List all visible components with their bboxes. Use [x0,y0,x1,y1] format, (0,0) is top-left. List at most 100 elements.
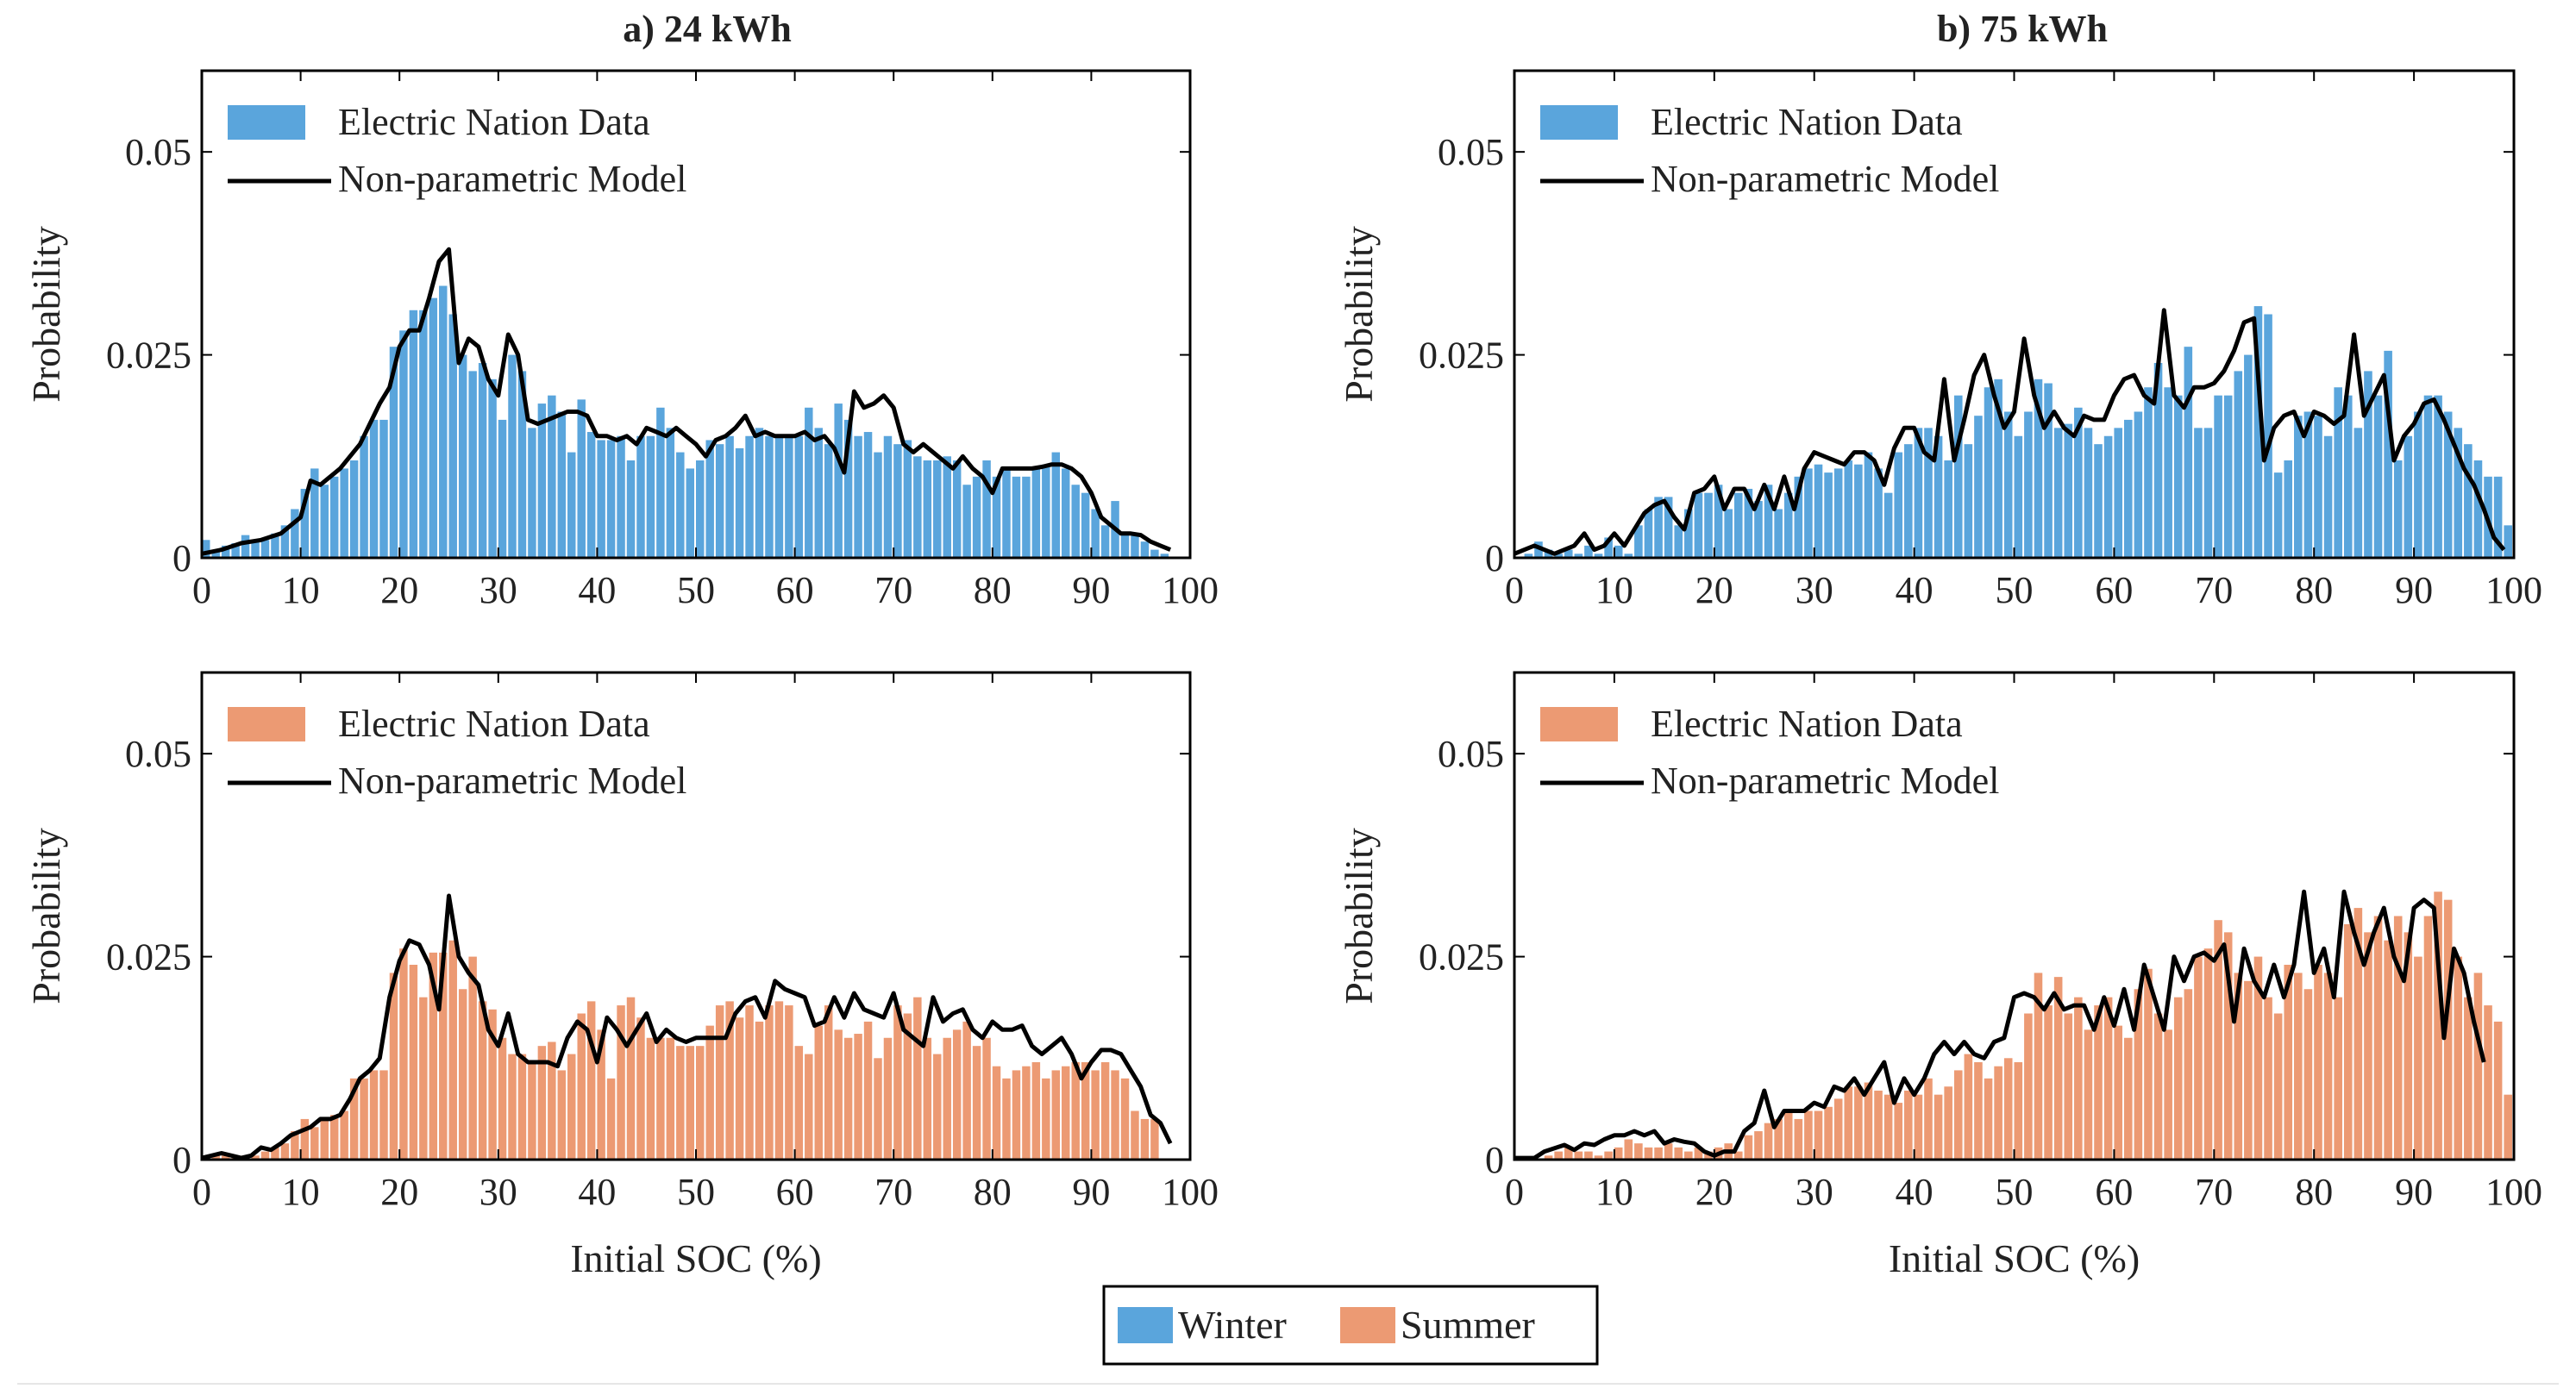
y-axis-label: Probability [24,226,68,402]
bar [715,1005,724,1160]
bar [1764,485,1773,558]
legend-label: Non-parametric Model [338,158,686,200]
x-axis-label: Initial SOC (%) [570,1236,821,1280]
bar [2034,973,2043,1160]
bar [211,1155,220,1160]
bar [824,444,833,558]
bar [439,952,448,1160]
bar [2294,416,2303,558]
bar [2153,1013,2163,1160]
bar [843,419,853,558]
x-tick-label: 100 [2485,1171,2542,1213]
y-tick-label: 0.05 [125,733,191,775]
bar [2284,965,2293,1160]
bar [2134,989,2143,1160]
bar [1804,468,1813,558]
bar [2024,1013,2033,1160]
bar [794,435,804,558]
x-tick-label: 40 [578,569,616,611]
bar [221,1155,230,1160]
bar [1654,497,1663,558]
bar [923,460,932,558]
bar [251,1155,260,1160]
x-tick-label: 30 [1796,1171,1833,1213]
x-tick-label: 90 [2395,569,2433,611]
y-tick-label: 0 [1485,537,1504,579]
bar [1574,1151,1583,1160]
bar [2173,997,2183,1160]
bar [2223,932,2233,1160]
bar [260,540,270,558]
bar [2393,916,2403,1160]
bar [280,525,290,558]
bar [1694,492,1703,558]
bar [2184,347,2193,558]
bar [2314,416,2322,558]
x-tick-label: 50 [677,1171,715,1213]
bar [1984,387,1993,558]
bar [1833,1098,1843,1160]
bar [1794,476,1803,558]
bar [2253,306,2263,558]
bar [1684,509,1693,558]
bar [488,1009,497,1160]
x-tick-label: 20 [1695,569,1733,611]
x-tick-label: 60 [776,569,814,611]
bar [1934,435,1943,558]
bar [2484,1005,2492,1160]
bar [419,310,428,558]
bar [399,948,408,1160]
panel-summer-24kwh: 0 10 20 30 40 50 60 70 80 90 100 0 0.025 0.05 Probabil… [24,671,1219,1280]
bar [1564,549,1573,558]
bar [1644,1147,1653,1160]
bar [1544,1155,1553,1160]
bar [2454,956,2463,1160]
x-tick-label: 90 [2395,1171,2433,1213]
bar [636,435,645,558]
bar [2024,411,2033,558]
bar [2373,395,2383,558]
bar [696,460,705,558]
bar [2214,920,2222,1160]
bar [1724,509,1733,558]
bar [2284,460,2293,558]
bar [2473,460,2483,558]
x-tick-label: 10 [282,569,320,611]
bar [2343,395,2353,558]
bar [202,540,210,558]
column-title-b: b) 75 kWh [1937,8,2108,50]
season-legend: Winter Summer [1102,1285,1599,1366]
y-tick-label: 0.025 [1419,936,1504,979]
model-line [201,893,1173,1160]
bar [231,543,240,558]
bar [952,460,962,558]
bar [617,1005,625,1160]
bar [310,468,319,558]
bar [903,440,912,558]
bar [1744,488,1753,558]
bar [745,435,754,558]
bar [2323,973,2333,1160]
bar [2234,371,2243,558]
bar [379,419,388,558]
bar [2244,980,2253,1160]
bar [2244,354,2253,558]
bar [2153,363,2163,558]
bar [2384,940,2392,1160]
bar [1914,1094,1923,1160]
bar [2014,435,2023,558]
bar [1754,501,1763,558]
column-title-a: a) 24 kWh [623,8,792,50]
x-tick-label: 90 [1072,1171,1110,1213]
bar [597,1029,605,1160]
bar [1864,1082,1873,1160]
bar [2114,428,2122,558]
bar [468,371,477,558]
legend-label: Non-parametric Model [338,760,686,802]
bar [1654,1147,1663,1160]
bar [774,1001,784,1160]
bar [1883,492,1893,558]
bar [705,440,714,558]
bar [1604,537,1613,558]
season-legend-winter-swatch [1118,1307,1173,1343]
